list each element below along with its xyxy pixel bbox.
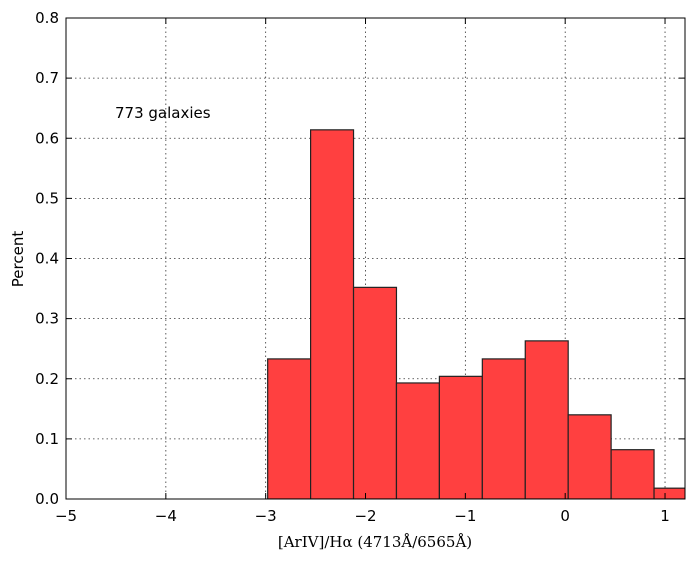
histogram-bar (267, 358, 312, 499)
x-tick-label: 1 (660, 507, 670, 525)
y-axis-label: Percent (9, 231, 27, 288)
y-tick-label: 0.7 (35, 69, 59, 87)
x-tick-label: −4 (155, 507, 177, 525)
y-tick-labels: 0.0 0.1 0.2 0.3 0.4 0.5 0.6 0.7 0.8 (35, 9, 59, 508)
x-tick-label: 0 (560, 507, 570, 525)
histogram-bar (481, 358, 526, 499)
histogram-bar (352, 286, 398, 499)
histogram-bar (438, 375, 483, 499)
histogram-bar (567, 414, 612, 499)
histogram-bar (395, 382, 440, 499)
y-tick-label: 0.3 (35, 310, 59, 328)
x-tick-labels: −5 −4 −3 −2 −1 0 1 (55, 507, 670, 525)
histogram-bar (610, 449, 655, 499)
x-tick-label: −3 (255, 507, 277, 525)
axis-ticks (65, 17, 685, 500)
x-tick-label: −5 (55, 507, 77, 525)
histogram-bar (310, 129, 355, 499)
histogram-bar (653, 487, 685, 499)
histogram-bar (524, 340, 569, 499)
galaxy-count-annotation: 773 galaxies (115, 104, 211, 122)
y-tick-label: 0.0 (35, 490, 59, 508)
y-tick-label: 0.6 (35, 129, 59, 147)
y-tick-label: 0.2 (35, 370, 59, 388)
x-tick-label: −2 (354, 507, 376, 525)
y-tick-label: 0.5 (35, 189, 59, 207)
y-tick-label: 0.8 (35, 9, 59, 27)
y-tick-label: 0.4 (35, 250, 59, 268)
histogram-bars (267, 129, 685, 499)
x-axis-label: [ArIV]/Hα (4713Å/6565Å) (278, 533, 472, 551)
y-tick-label: 0.1 (35, 430, 59, 448)
x-tick-label: −1 (454, 507, 476, 525)
